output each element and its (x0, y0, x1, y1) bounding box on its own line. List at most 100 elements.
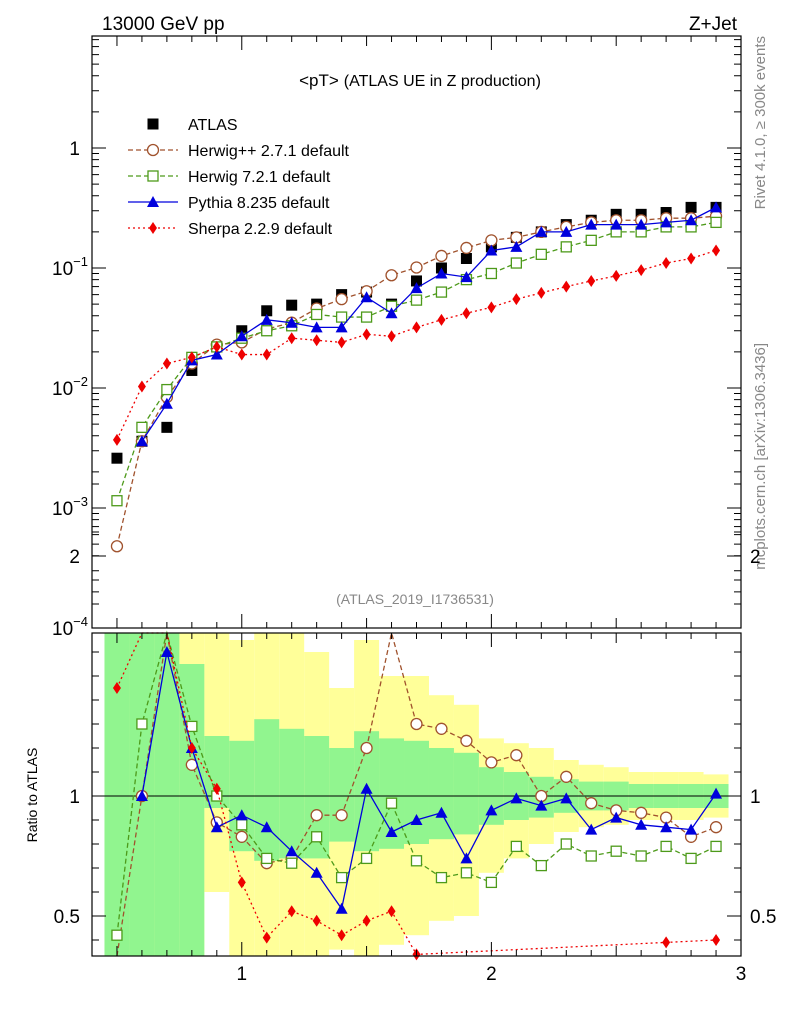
main-data-point (585, 234, 597, 246)
ratio-green-band-bin (329, 748, 355, 842)
ratio-data-point (285, 845, 298, 857)
main-data-point (261, 305, 273, 317)
main-y-tick-label: 10−1 (52, 254, 88, 280)
main-data-point (560, 241, 572, 253)
ratio-data-point (360, 741, 373, 755)
main-y-tick-exponent: −4 (73, 614, 88, 629)
ratio-green-band-bin (453, 752, 479, 835)
main-y-tick-exponent: −2 (73, 374, 88, 389)
ratio-data-point (160, 646, 173, 657)
ratio-data-point (585, 823, 598, 835)
ratio-y-tick-label-left: 2 (69, 547, 80, 568)
ratio-y-tick-label-left: 1 (69, 787, 80, 808)
x-tick-label: 3 (736, 964, 747, 985)
main-data-point (360, 291, 373, 303)
ratio-data-point (135, 790, 148, 801)
ratio-data-point (410, 814, 423, 825)
ratio-green-band-bin (254, 719, 280, 861)
main-data-point (412, 321, 421, 334)
main-data-point (460, 271, 473, 283)
main-y-tick-exponent: −1 (73, 254, 88, 269)
ratio-green-band-bin (279, 728, 305, 859)
legend-label: Herwig 7.2.1 default (188, 169, 331, 186)
ratio-data-point (237, 876, 246, 889)
title-observable: <pT> (299, 71, 339, 90)
main-data-point (312, 334, 321, 347)
ratio-data-point (210, 821, 223, 833)
main-data-point (710, 201, 723, 213)
main-data-point (360, 311, 373, 323)
ratio-y-tick-label-right: 2 (750, 547, 761, 568)
main-data-point (335, 311, 348, 323)
main-y-tick-base: 10 (52, 379, 73, 400)
ratio-data-point (310, 866, 323, 878)
main-data-point (635, 218, 648, 230)
ratio-series-herwig-7-2-1-default (111, 630, 722, 941)
main-data-point (186, 364, 198, 376)
main-data-point (285, 316, 298, 328)
main-data-point (460, 241, 473, 255)
ratio-data-point (635, 818, 648, 830)
main-data-point (485, 244, 498, 256)
legend-marker (147, 196, 159, 207)
main-data-point (362, 328, 371, 341)
main-data-point (685, 214, 698, 226)
ratio-green-band-bin (428, 748, 454, 840)
main-data-point (335, 321, 348, 333)
main-data-point (435, 267, 448, 279)
main-data-point (260, 313, 273, 325)
main-plot-title: <pT> (ATLAS UE in Z production) (299, 71, 541, 90)
ratio-green-band-bin (404, 740, 429, 844)
ratio-data-point (662, 936, 671, 949)
ratio-data-point (709, 821, 723, 834)
main-plot-frame (91, 35, 742, 629)
header-process-label: Z+Jet (689, 14, 738, 35)
legend-entry-atlas: ATLAS (147, 117, 238, 134)
main-data-point (660, 216, 673, 228)
ratio-data-point (560, 770, 573, 783)
ratio-data-point (385, 797, 398, 809)
main-data-point (262, 348, 271, 361)
legend-label: Pythia 8.235 default (188, 195, 330, 212)
main-y-tick-label: 10−4 (52, 614, 88, 640)
ratio-data-point (262, 931, 271, 944)
main-data-point (460, 252, 472, 264)
main-data-point (560, 225, 573, 237)
ratio-data-point (335, 871, 348, 884)
main-data-point (712, 244, 721, 257)
ratio-data-point (485, 876, 498, 889)
ratio-y-axis-label: Ratio to ATLAS (24, 748, 40, 843)
ratio-data-point (235, 809, 248, 821)
main-data-point (510, 240, 523, 252)
main-y-tick-base: 1 (69, 139, 80, 160)
ratio-data-point (435, 871, 448, 884)
ratio-data-point (186, 720, 198, 733)
main-data-point (237, 348, 246, 361)
main-data-point (212, 340, 221, 353)
main-data-point (311, 308, 323, 321)
x-tick-label: 2 (486, 964, 497, 985)
main-data-point (162, 357, 171, 370)
main-data-point (437, 313, 446, 326)
main-y-tick-base: 10 (52, 499, 73, 520)
ratio-data-point (660, 840, 672, 853)
ratio-data-point (335, 809, 348, 822)
ratio-series-pythia-8-235-default (135, 646, 723, 914)
main-data-point (110, 540, 124, 553)
ratio-data-point (312, 914, 321, 927)
ratio-data-point (435, 806, 448, 818)
main-data-point (435, 249, 448, 263)
main-data-point (385, 307, 398, 319)
ratio-data-point (710, 840, 722, 853)
main-data-point (235, 330, 248, 342)
ratio-plot-frame (91, 632, 742, 957)
ratio-data-point (111, 929, 123, 941)
axes-layer: 1 2 310−410−310−210−110.5 0.51 12 2 (52, 36, 776, 985)
ratio-data-point (360, 782, 373, 794)
main-data-point (411, 275, 422, 287)
ratio-data-point (685, 823, 698, 835)
main-y-tick-base: 10 (52, 619, 73, 640)
main-data-point (537, 286, 546, 299)
ratio-data-point (112, 682, 121, 694)
